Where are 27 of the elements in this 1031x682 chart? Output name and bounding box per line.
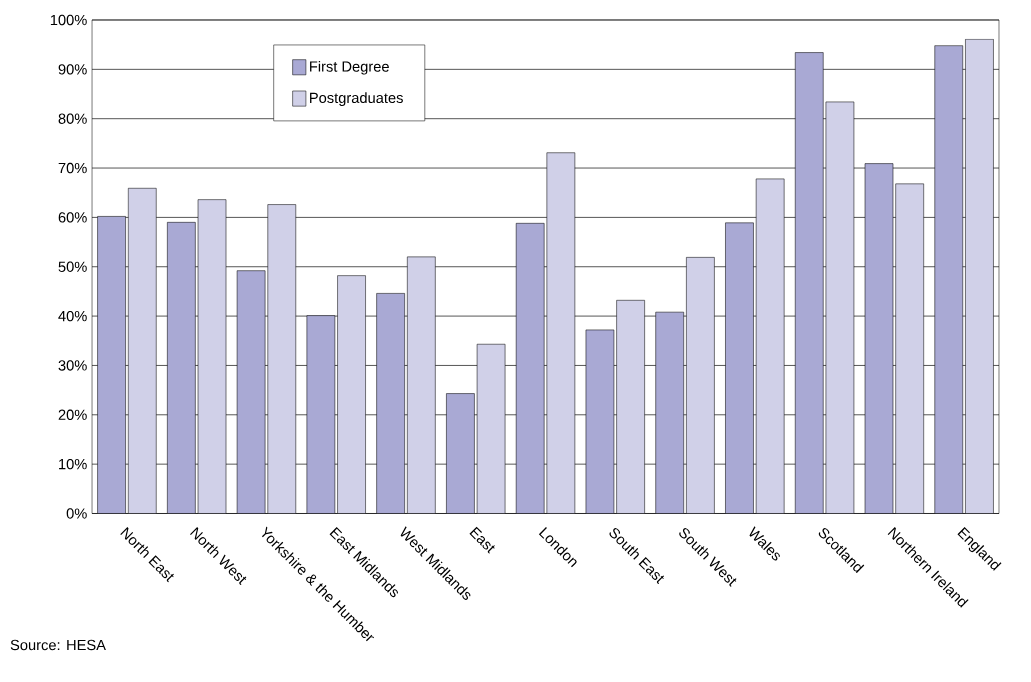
y-tick-label: 90% (58, 64, 87, 75)
bar (725, 222, 754, 514)
source-note: Source: HESA (10, 640, 106, 651)
bar (376, 293, 405, 514)
bar (585, 329, 615, 514)
bar (864, 163, 894, 514)
legend-label: Postgraduates (310, 92, 403, 107)
y-tick-label: 10% (59, 459, 87, 470)
bar (446, 393, 475, 514)
bar (167, 222, 196, 514)
y-tick-label: 40% (58, 311, 87, 322)
y-tick-label: 80% (58, 113, 87, 125)
bar (306, 315, 336, 514)
y-tick-label: 70% (58, 163, 87, 174)
bar (934, 45, 964, 514)
legend-label: First Degree (310, 61, 389, 75)
y-tick-label: 20% (58, 409, 87, 421)
bar (97, 216, 126, 514)
bar (655, 312, 684, 514)
y-tick-label: 100% (50, 15, 87, 26)
y-tick-label: 30% (58, 360, 87, 371)
bar (236, 270, 266, 514)
y-tick-label: 60% (58, 212, 87, 223)
y-tick-label: 50% (58, 261, 87, 273)
bar (794, 52, 824, 514)
y-tick-label: 0% (66, 508, 87, 519)
bar (515, 223, 545, 514)
